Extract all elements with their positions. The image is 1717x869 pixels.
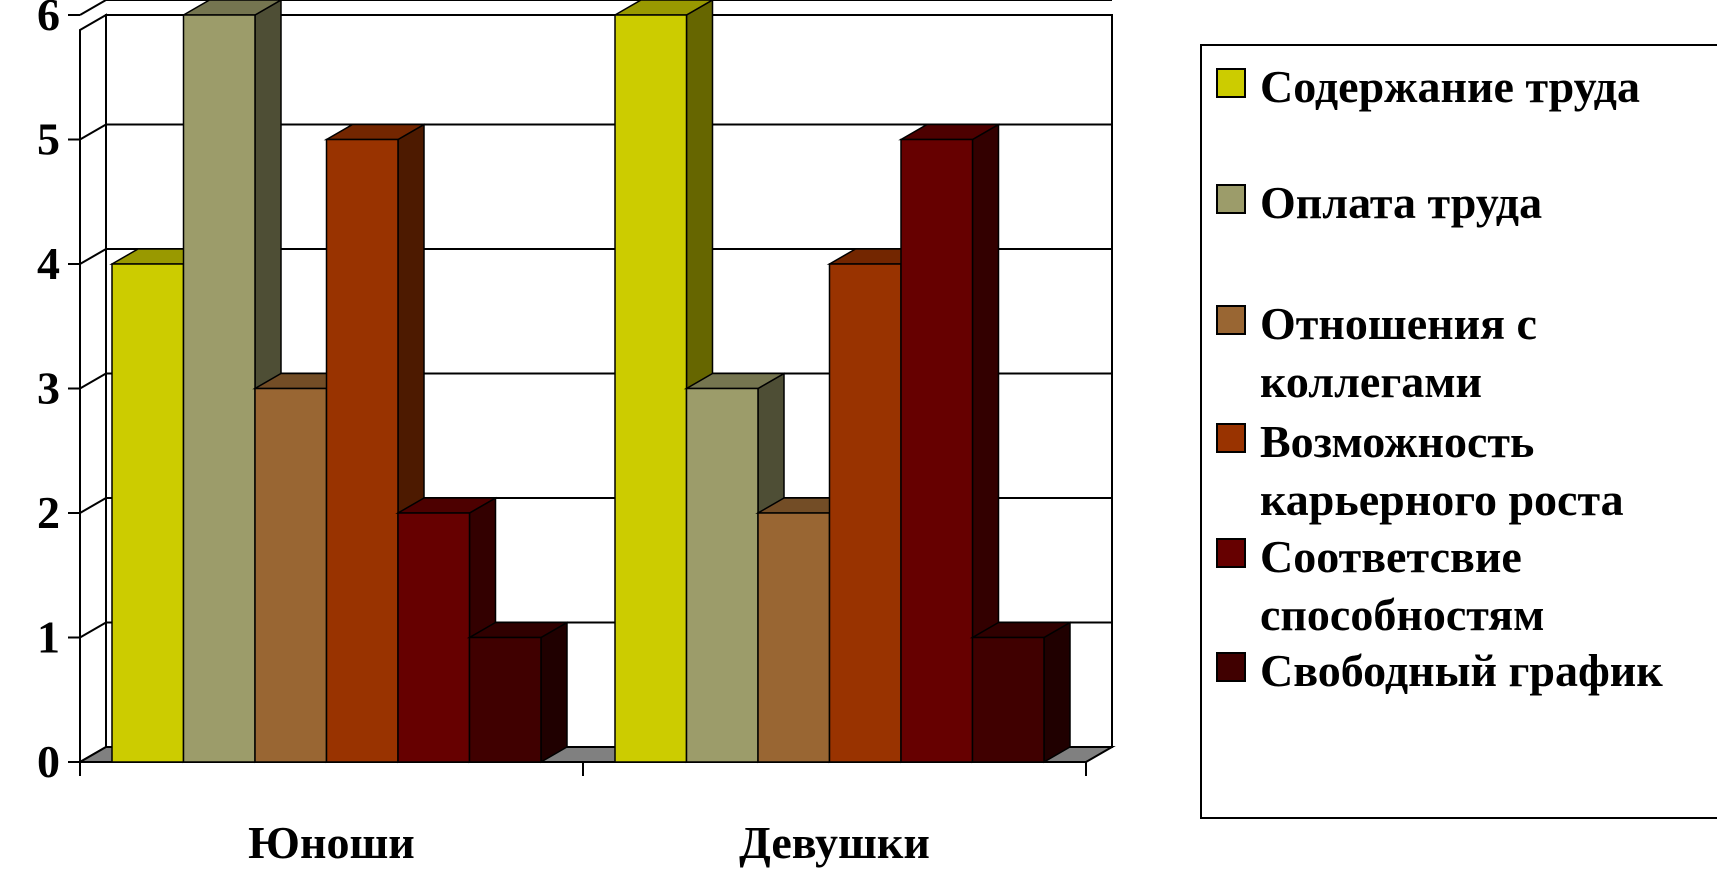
bar-front: [397, 512, 471, 763]
legend-item-soderzhanie: Содержание труда: [1216, 58, 1700, 116]
y-tick-label: 5: [37, 114, 60, 165]
legend-swatch: [1216, 68, 1246, 98]
y-tick-label: 2: [37, 487, 60, 538]
bars: [109, 0, 1073, 764]
legend-label: Оплата труда: [1260, 177, 1543, 228]
gridline-depth: [79, 497, 107, 514]
bar-chart: 0 1 2 3 4 5 6 Юноши Девушки: [37, 0, 1116, 868]
bar-front: [182, 14, 256, 763]
legend-item-otnosheniya: Отношения с коллегами: [1216, 295, 1700, 411]
bar-front: [254, 387, 328, 763]
bar-front: [971, 636, 1045, 763]
bar-front: [468, 636, 542, 763]
gridline-depth: [79, 621, 107, 639]
gridline-depth: [79, 248, 107, 265]
y-tick-label: 0: [37, 736, 60, 787]
bar-front: [325, 138, 399, 763]
legend: Содержание труда Оплата труда Отношения …: [1200, 44, 1717, 819]
bar-side: [540, 621, 568, 764]
y-tick-label: 4: [37, 238, 60, 289]
y-tick-label: 6: [37, 0, 60, 40]
bar: [969, 621, 1073, 764]
legend-swatch: [1216, 652, 1246, 682]
legend-swatch: [1216, 538, 1246, 568]
legend-label: Соответсвие способностям: [1260, 531, 1545, 640]
bar-front: [757, 512, 831, 763]
legend-swatch: [1216, 423, 1246, 453]
bar: [323, 123, 427, 764]
bar-front: [614, 14, 688, 763]
y-tick-label: 3: [37, 363, 60, 414]
x-category-label: Девушки: [739, 817, 930, 868]
legend-swatch: [1216, 184, 1246, 214]
gridline-depth: [79, 372, 107, 390]
bar-front: [111, 263, 185, 763]
legend-label: Свободный график: [1260, 645, 1663, 696]
bar-front: [685, 387, 759, 763]
legend-label: Отношения с коллегами: [1260, 298, 1537, 407]
bar-front: [828, 263, 902, 763]
legend-label: Содержание труда: [1260, 61, 1640, 112]
y-tick-label: 1: [37, 612, 60, 663]
bar: [683, 372, 787, 764]
bar: [898, 123, 1002, 764]
legend-label: Возможность карьерного роста: [1260, 416, 1624, 525]
legend-item-vozmozhnost: Возможность карьерного роста: [1216, 413, 1700, 529]
legend-swatch: [1216, 305, 1246, 335]
gridline-depth: [79, 123, 107, 141]
legend-item-sootvetsvie: Соответсвие способностям: [1216, 528, 1700, 644]
legend-item-svobodny: Свободный график: [1216, 642, 1700, 700]
bar-front: [900, 138, 974, 763]
bar: [466, 621, 570, 764]
axis-labels: 0 1 2 3 4 5 6 Юноши Девушки: [37, 0, 930, 868]
bar-side: [1043, 621, 1071, 764]
x-category-label: Юноши: [248, 817, 415, 868]
legend-item-oplata: Оплата труда: [1216, 174, 1700, 232]
gridline-depth: [79, 0, 107, 16]
